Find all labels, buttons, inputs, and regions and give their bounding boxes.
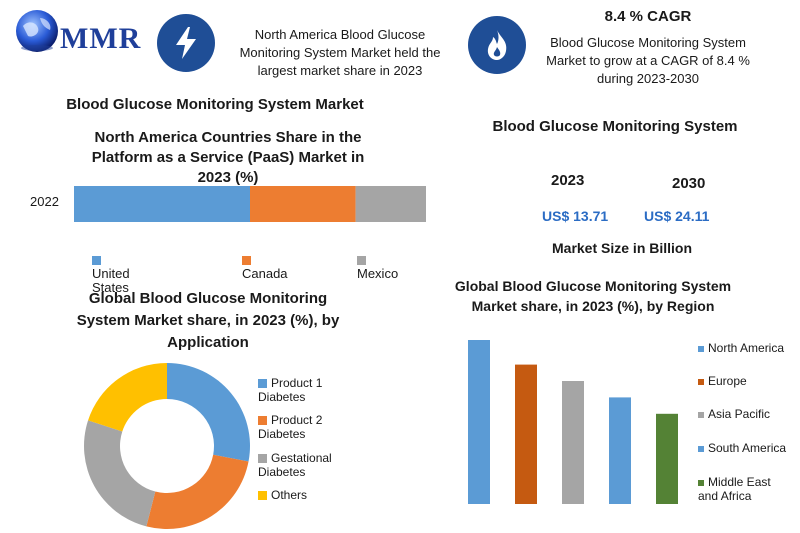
legend-label: Canada — [242, 266, 288, 281]
right-main-title: Blood Glucose Monitoring System — [492, 118, 738, 135]
flame-icon-badge — [468, 16, 526, 74]
region-bar-asia-pacific — [562, 381, 584, 504]
legend-item-others: Others — [258, 488, 348, 502]
region-chart-title: Global Blood Glucose Monitoring System M… — [454, 278, 732, 314]
region-bar-chart — [468, 340, 678, 504]
legend-swatch — [258, 379, 267, 389]
market-size-caption: Market Size in Billion — [552, 240, 693, 256]
legend-label: South America — [708, 441, 787, 455]
legend-label: Product 1 Diabetes — [258, 376, 323, 404]
legend-item-south-america: South America — [698, 441, 788, 455]
bar-segment-united-states — [74, 186, 250, 222]
cagr-text: Blood Glucose Monitoring System Market t… — [546, 35, 750, 86]
legend-swatch — [258, 454, 267, 464]
lightning-bolt-icon — [176, 27, 196, 59]
donut-slice-product-1-diabetes — [167, 363, 250, 462]
legend-swatch — [258, 416, 267, 426]
donut-title: Global Blood Glucose Monitoring System M… — [76, 290, 340, 351]
legend-item-gestational: Gestational Diabetes — [258, 451, 348, 479]
year-2030-label: 2030 — [672, 175, 706, 192]
legend-item-product-1: Product 1 Diabetes — [258, 376, 348, 404]
donut-slice-gestational-diabetes — [84, 420, 156, 527]
region-bar-north-america — [468, 340, 490, 504]
year-2023-label: 2023 — [551, 172, 585, 189]
donut-slice-others — [88, 363, 167, 432]
donut-slice-product-2-diabetes — [146, 454, 249, 529]
logo-text: MMR — [60, 22, 142, 55]
legend-item-asia-pacific: Asia Pacific — [698, 407, 788, 421]
value-2023: US$ 13.71 — [542, 208, 609, 224]
legend-swatch — [357, 256, 366, 266]
legend-swatch — [698, 479, 704, 486]
legend-swatch — [242, 256, 251, 266]
cagr-title: 8.4 % CAGR — [604, 8, 692, 25]
header-left-text: North America Blood Glucose Monitoring S… — [239, 27, 441, 78]
legend-item-north-america: North America — [698, 341, 788, 355]
legend-label: United States — [92, 266, 130, 295]
legend-swatch — [698, 378, 704, 385]
region-bar-south-america — [609, 397, 631, 504]
bar-segment-mexico — [355, 186, 426, 222]
flame-icon — [487, 30, 507, 60]
donut-chart — [84, 363, 250, 529]
legend-label: Gestational Diabetes — [258, 451, 332, 479]
legend-label: Asia Pacific — [708, 407, 771, 421]
logo: MMR — [14, 6, 144, 66]
legend-swatch — [698, 445, 704, 452]
stacked-bar-category-label: 2022 — [30, 194, 59, 209]
legend-item-product-2: Product 2 Diabetes — [258, 413, 348, 441]
legend-swatch — [698, 411, 704, 418]
legend-swatch — [92, 256, 101, 266]
legend-swatch — [698, 345, 704, 352]
globe-icon — [16, 10, 58, 52]
legend-label: North America — [708, 341, 785, 355]
legend-label: Middle East and Africa — [698, 475, 771, 503]
stacked-bar-title: North America Countries Share in the Pla… — [91, 129, 365, 186]
bar-segment-canada — [250, 186, 356, 222]
legend-item-europe: Europe — [698, 374, 788, 388]
legend-label: Others — [271, 488, 308, 502]
region-bar-middle-east-and-africa — [656, 413, 678, 504]
stacked-bar-chart — [74, 186, 426, 222]
legend-item-canada: Canada — [242, 253, 288, 281]
legend-label: Product 2 Diabetes — [258, 413, 323, 441]
legend-item-united-states: United States — [92, 253, 130, 295]
lightning-bolt-icon-badge — [157, 14, 215, 72]
left-main-title: Blood Glucose Monitoring System Market — [66, 96, 364, 113]
legend-item-mexico: Mexico — [357, 253, 398, 281]
legend-item-middle-east-africa: Middle East and Africa — [698, 475, 788, 503]
value-2030: US$ 24.11 — [644, 208, 710, 224]
region-bar-europe — [515, 364, 537, 504]
legend-label: Mexico — [357, 266, 399, 281]
legend-swatch — [258, 491, 267, 501]
legend-label: Europe — [708, 374, 747, 388]
